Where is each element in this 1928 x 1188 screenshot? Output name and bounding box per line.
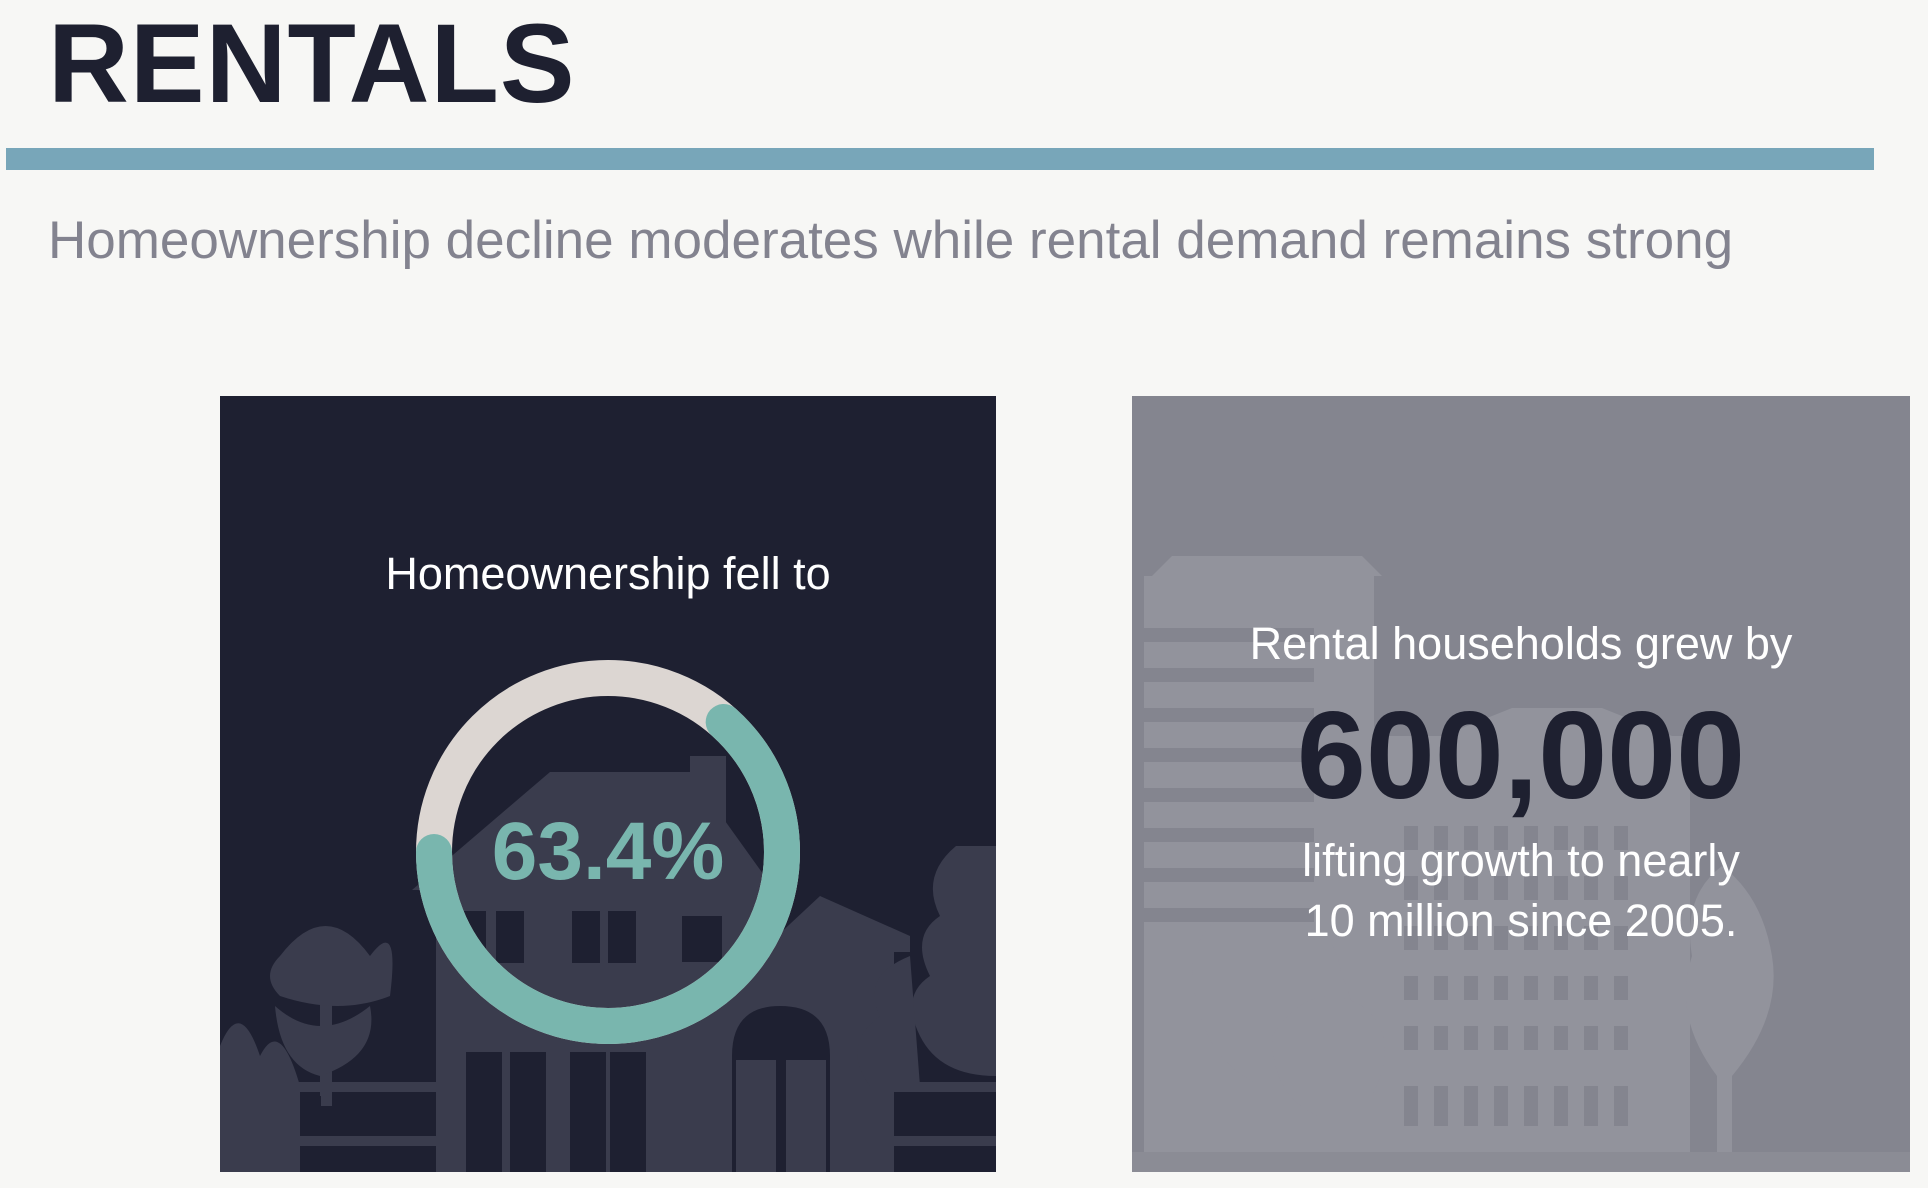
rental-description-line-2: 10 million since 2005.: [1304, 895, 1738, 946]
title-divider: [6, 148, 1874, 170]
homeownership-ring-chart: [416, 660, 800, 1044]
rental-description-line-1: lifting growth to nearly: [1302, 835, 1740, 886]
city-illustration: [1132, 556, 1910, 1172]
page-title: RENTALS: [48, 1, 576, 126]
ring-progress: [416, 660, 800, 1044]
homeownership-heading: Homeownership fell to: [385, 548, 831, 599]
rental-growth-number: 600,000: [1296, 687, 1746, 825]
rental-description: lifting growth to nearly 10 million sinc…: [1132, 831, 1910, 951]
rental-heading: Rental households grew by: [1249, 618, 1793, 669]
homeownership-value: 63.4%: [491, 806, 725, 897]
rental-panel: Rental households grew by 600,000 liftin…: [1132, 396, 1910, 1172]
page-subtitle: Homeownership decline moderates while re…: [48, 211, 1734, 270]
homeownership-panel: Homeownership fell to 63.4%: [220, 396, 996, 1172]
